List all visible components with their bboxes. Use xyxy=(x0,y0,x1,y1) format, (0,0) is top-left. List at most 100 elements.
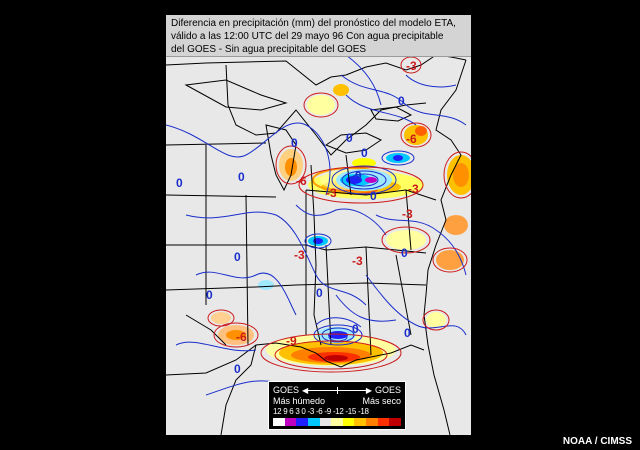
contour-label: 0 xyxy=(291,136,298,150)
dry-area xyxy=(211,312,231,324)
contour-label: 0 xyxy=(346,131,353,145)
blue-contour xyxy=(341,170,387,190)
blue-contour xyxy=(166,122,331,196)
contour-label: 0 xyxy=(401,246,408,260)
dry-area xyxy=(386,230,426,250)
wet-area xyxy=(365,177,377,183)
red-contour xyxy=(422,309,450,331)
arrow-right-icon: ▶ xyxy=(365,386,372,395)
contour-labels: 0 0 0 0 0 0 0 0 0 0 0 0 0 0 -3 -3 -3 -3 … xyxy=(176,59,419,376)
contour-label: 0 xyxy=(206,288,213,302)
contour-label: -6 xyxy=(296,174,307,188)
contour-label: -9 xyxy=(286,334,297,348)
blue-contour xyxy=(331,165,397,195)
canada-border xyxy=(166,54,467,86)
blue-contour xyxy=(375,214,467,276)
state-line xyxy=(405,189,412,251)
red-contour xyxy=(381,226,431,254)
wet-area xyxy=(328,331,348,339)
blue-contour xyxy=(304,233,332,249)
legend-header: GOES ◀ ▶ GOES xyxy=(273,385,401,396)
map-svg: 0 0 0 0 0 0 0 0 0 0 0 0 0 0 -3 -3 -3 -3 … xyxy=(166,54,471,435)
wet-area xyxy=(393,155,403,161)
blue-contour xyxy=(315,317,362,328)
title-line: Diferencia en precipitación (mm) del pro… xyxy=(171,18,456,29)
lake-michigan xyxy=(265,124,297,192)
blue-contour xyxy=(195,271,297,316)
atlantic-coast xyxy=(423,59,467,435)
red-contour xyxy=(443,151,471,199)
blue-contour xyxy=(349,173,379,187)
legend-swatch xyxy=(296,418,308,426)
dry-area xyxy=(324,355,348,361)
contour-label: 0 xyxy=(398,94,405,108)
contour-label: 0 xyxy=(234,250,241,264)
contour-label: -3 xyxy=(294,248,305,262)
precip-difference-map: 0 0 0 0 0 0 0 0 0 0 0 0 0 0 -3 -3 -3 -3 … xyxy=(166,15,471,435)
legend-swatch xyxy=(342,418,355,426)
lake-superior xyxy=(184,79,288,111)
title-line: válido a las 12:00 UTC del 29 mayo 96 Co… xyxy=(171,31,444,42)
state-line xyxy=(166,142,267,146)
legend-swatch xyxy=(366,418,378,426)
contour-label: 0 xyxy=(176,176,183,190)
legend-subheader: Más húmedo Más seco xyxy=(273,396,401,407)
dry-area xyxy=(444,215,468,235)
legend-wetter-label: Más húmedo xyxy=(273,396,326,406)
state-line xyxy=(166,194,277,198)
contour-label: -3 xyxy=(402,207,413,221)
legend-swatch xyxy=(331,418,343,426)
legend-swatch xyxy=(354,418,367,426)
dry-area xyxy=(226,330,246,340)
negative-contours xyxy=(207,56,471,373)
contour-label: 0 xyxy=(316,286,323,300)
blue-contour xyxy=(175,341,257,352)
contour-label: 0 xyxy=(370,189,377,203)
blue-contour xyxy=(340,74,467,126)
contour-label: 0 xyxy=(404,326,411,340)
dry-area xyxy=(352,158,376,168)
red-contour xyxy=(432,247,468,273)
rio-grande xyxy=(185,314,227,346)
blue-contour xyxy=(345,54,382,106)
dry-area xyxy=(307,95,335,115)
blue-contour xyxy=(405,74,457,88)
legend-arrow: ◀ ▶ xyxy=(302,385,372,396)
legend-swatch xyxy=(273,418,285,426)
wet-area xyxy=(346,176,362,184)
fill-areas xyxy=(211,84,471,366)
contour-label: 0 xyxy=(234,362,241,376)
blue-contour xyxy=(295,204,387,236)
dry-area xyxy=(333,84,349,96)
red-contour xyxy=(260,333,402,373)
legend-scale: 12 9 6 3 0 -3 -6 -9 -12 -15 -18 xyxy=(273,407,369,416)
legend-swatch xyxy=(377,418,390,426)
red-contour xyxy=(274,340,388,370)
dry-area xyxy=(426,312,446,328)
contour-label: -3 xyxy=(326,186,337,200)
dry-area xyxy=(285,158,297,176)
legend-swatch xyxy=(284,418,297,426)
arrow-left-icon: ◀ xyxy=(302,387,308,395)
red-contour xyxy=(303,92,339,118)
dry-area xyxy=(415,126,427,136)
wet-area xyxy=(258,280,274,290)
dry-area xyxy=(453,163,469,187)
legend-swatch xyxy=(389,418,402,426)
legend-right-label: GOES xyxy=(374,385,401,395)
blue-contour xyxy=(381,150,415,166)
title-line: del GOES - Sin agua precipitable del GOE… xyxy=(171,44,367,55)
geographic-borders xyxy=(166,54,467,435)
texas-coast xyxy=(220,344,257,435)
state-line xyxy=(345,154,352,196)
blue-contour xyxy=(185,211,367,306)
lake-erie xyxy=(324,132,383,154)
map-title: Diferencia en precipitación (mm) del pro… xyxy=(166,15,471,57)
dry-area xyxy=(436,250,464,270)
red-contour xyxy=(400,122,432,148)
red-contour xyxy=(298,166,424,204)
legend-drier-label: Más seco xyxy=(362,396,401,406)
red-contour xyxy=(207,309,235,327)
contour-label: -3 xyxy=(408,182,419,196)
contour-label: -3 xyxy=(352,254,363,268)
